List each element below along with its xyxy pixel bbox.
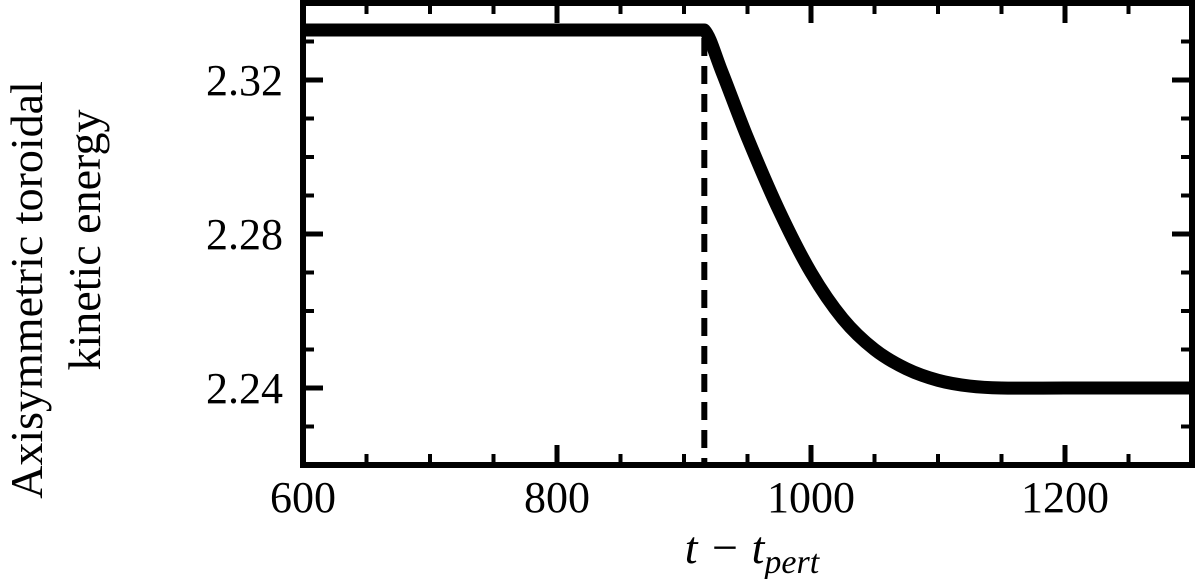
y-axis-title-line-2: kinetic energy xyxy=(59,110,110,371)
y-tick-labels: 2.24 2.28 2.32 xyxy=(206,56,283,413)
plot-frame xyxy=(300,0,1195,468)
minor-ticks xyxy=(303,1,1194,467)
x-tick-label: 600 xyxy=(270,473,336,522)
x-axis-title-subscript: pert xyxy=(762,544,820,579)
major-ticks xyxy=(300,3,1192,465)
x-tick-labels: 600 800 1000 1200 xyxy=(270,473,1109,522)
y-tick-label: 2.32 xyxy=(206,56,283,105)
x-tick-label: 800 xyxy=(524,473,590,522)
x-tick-label: 1200 xyxy=(1021,473,1109,522)
x-axis-title-main: t − t xyxy=(685,522,766,573)
y-axis-title-line-1: Axisymmetric toroidal xyxy=(1,81,52,499)
x-tick-label: 1000 xyxy=(767,473,855,522)
y-tick-label: 2.28 xyxy=(206,210,283,259)
energy-series-line xyxy=(303,23,1192,395)
x-axis-title: t − tpert xyxy=(685,522,821,579)
y-tick-label: 2.24 xyxy=(206,364,283,413)
